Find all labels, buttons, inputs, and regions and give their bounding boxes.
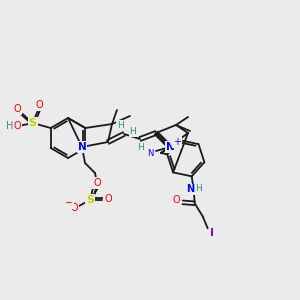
Text: S: S <box>86 195 94 205</box>
Text: +: + <box>173 137 181 147</box>
Text: H: H <box>195 184 202 193</box>
Text: I: I <box>210 228 214 238</box>
Text: N: N <box>147 148 153 158</box>
Text: S: S <box>29 118 37 128</box>
Text: O: O <box>104 194 112 204</box>
Text: O: O <box>70 203 78 213</box>
Text: O: O <box>14 121 22 131</box>
Text: H: H <box>130 128 136 136</box>
Text: H: H <box>6 121 14 131</box>
Text: −: − <box>65 198 73 208</box>
Text: H: H <box>117 121 123 130</box>
Text: N: N <box>187 184 195 194</box>
Text: H: H <box>138 143 144 152</box>
Text: O: O <box>36 100 44 110</box>
Text: O: O <box>93 178 101 188</box>
Text: N: N <box>166 142 174 152</box>
Text: O: O <box>14 104 22 114</box>
Text: O: O <box>173 195 181 205</box>
Text: N: N <box>78 142 86 152</box>
